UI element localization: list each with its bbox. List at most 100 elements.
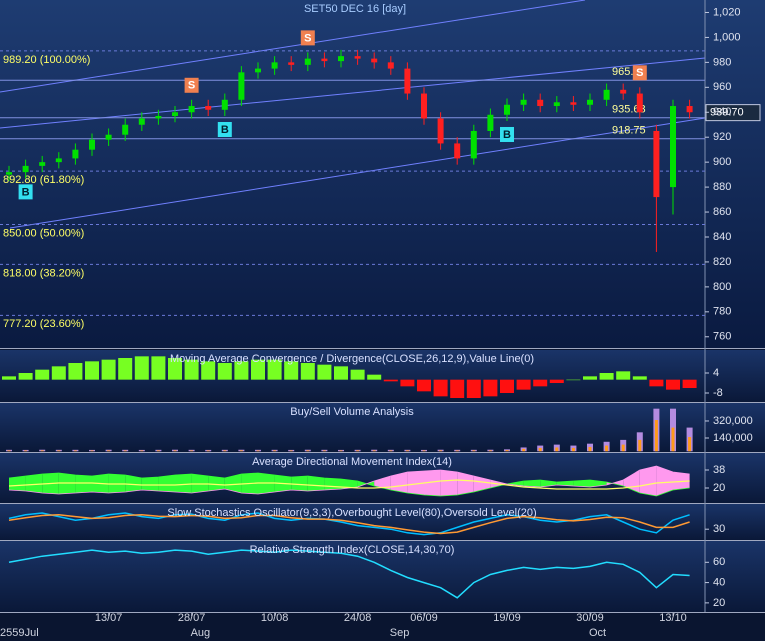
bar bbox=[599, 373, 614, 380]
series-line bbox=[8, 479, 690, 490]
y-tick-label: 20 bbox=[713, 597, 725, 609]
y-tick-label: 30 bbox=[713, 523, 725, 535]
trend-line bbox=[0, 0, 586, 93]
x-tick-label: 06/09 bbox=[410, 612, 438, 624]
series-line bbox=[8, 514, 690, 535]
panel-title: Average Directional Movement Index(14) bbox=[252, 456, 452, 468]
candle-body bbox=[387, 62, 394, 69]
bar bbox=[35, 369, 50, 380]
y-tick-label: 320,000 bbox=[713, 415, 753, 427]
candle-body bbox=[686, 106, 693, 113]
candle-body bbox=[470, 130, 477, 159]
bar bbox=[156, 450, 160, 452]
bar bbox=[350, 369, 365, 380]
trend-line bbox=[0, 57, 706, 129]
bar bbox=[118, 358, 133, 380]
fib-label: 892.80 (61.80%) bbox=[3, 174, 84, 186]
band-fill bbox=[473, 476, 491, 492]
price-level-label: 918.75 bbox=[612, 125, 646, 137]
bar bbox=[538, 447, 542, 452]
candle-body bbox=[454, 143, 461, 159]
y-tick-label: 820 bbox=[713, 256, 731, 268]
bar bbox=[367, 374, 382, 380]
band-fill bbox=[440, 470, 458, 496]
candle-body bbox=[570, 102, 577, 105]
signal-label: B bbox=[221, 124, 229, 136]
panel-title: Relative Strength Index(CLOSE,14,30,70) bbox=[250, 544, 455, 556]
band-fill bbox=[208, 476, 225, 491]
candle-body bbox=[55, 158, 62, 163]
bar bbox=[90, 450, 94, 452]
x-tick-label: 30/09 bbox=[576, 612, 604, 624]
month-label: 2559 bbox=[0, 627, 24, 639]
candle-body bbox=[587, 99, 593, 105]
band-fill bbox=[141, 477, 159, 491]
bar bbox=[571, 447, 575, 452]
candle-body bbox=[404, 68, 411, 94]
signal-box bbox=[184, 77, 199, 93]
bar bbox=[417, 379, 431, 392]
candle-body bbox=[255, 68, 261, 73]
signal-label: B bbox=[22, 186, 30, 198]
bar bbox=[57, 450, 61, 452]
candle-body bbox=[371, 58, 378, 63]
y-tick-label: 60 bbox=[713, 556, 725, 568]
candle-body bbox=[603, 89, 610, 100]
bar bbox=[134, 356, 149, 380]
bar bbox=[151, 356, 166, 380]
bar bbox=[173, 450, 177, 452]
y-tick-label: 880 bbox=[713, 181, 731, 193]
candle-body bbox=[421, 93, 427, 119]
bar bbox=[405, 450, 409, 452]
bar bbox=[334, 366, 348, 380]
bar bbox=[73, 450, 77, 452]
y-tick-label: 760 bbox=[713, 331, 731, 343]
band-fill bbox=[407, 471, 424, 495]
bar bbox=[239, 450, 243, 452]
band-fill bbox=[656, 466, 673, 496]
bar bbox=[267, 359, 282, 380]
bar bbox=[168, 358, 182, 380]
candle-body bbox=[504, 104, 510, 115]
candle-body bbox=[138, 118, 145, 125]
bar bbox=[251, 359, 265, 380]
band-fill bbox=[25, 474, 43, 493]
bar bbox=[85, 361, 99, 380]
candle-body bbox=[653, 130, 660, 198]
series-line bbox=[8, 549, 690, 599]
y-tick-label: 140,000 bbox=[713, 432, 753, 444]
band-fill bbox=[9, 476, 26, 491]
band-fill bbox=[341, 479, 358, 489]
candle-body bbox=[670, 106, 676, 188]
bar bbox=[40, 450, 44, 452]
bar bbox=[201, 361, 216, 380]
bar bbox=[483, 379, 498, 397]
candle-body bbox=[122, 124, 129, 135]
bar bbox=[123, 450, 127, 452]
signal-label: S bbox=[304, 32, 311, 44]
candle-body bbox=[437, 118, 444, 144]
bar bbox=[638, 439, 642, 452]
bar bbox=[184, 359, 199, 380]
y-tick-label: 900 bbox=[713, 156, 731, 168]
fib-label: 777.20 (23.60%) bbox=[3, 318, 84, 330]
candle-body bbox=[537, 99, 544, 107]
signal-label: S bbox=[188, 80, 195, 92]
band-fill bbox=[457, 472, 474, 495]
band-fill bbox=[374, 476, 391, 490]
band-fill bbox=[291, 476, 308, 491]
y-tick-label: -8 bbox=[713, 387, 723, 399]
bar bbox=[439, 450, 443, 452]
y-tick-label: 38 bbox=[713, 464, 725, 476]
y-tick-label: 980 bbox=[713, 56, 731, 68]
candle-body bbox=[354, 56, 361, 59]
candle-body bbox=[72, 149, 79, 159]
bar bbox=[289, 450, 293, 452]
candle-body bbox=[553, 102, 560, 107]
candle-body bbox=[205, 106, 212, 110]
bar bbox=[256, 450, 260, 452]
bar bbox=[306, 450, 310, 452]
candle-body bbox=[105, 134, 112, 140]
band-fill bbox=[324, 478, 341, 490]
